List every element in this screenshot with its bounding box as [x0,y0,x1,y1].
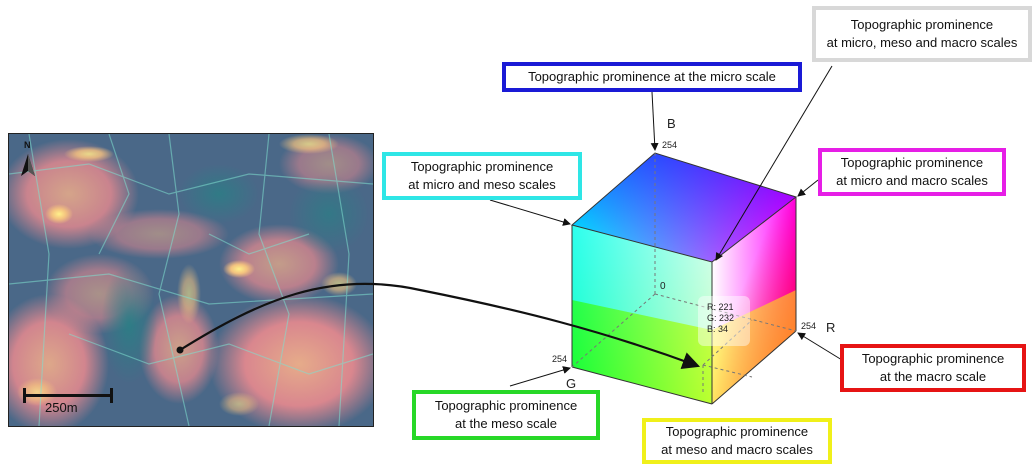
sample-g: G: 232 [707,313,735,323]
scale-bar [23,388,113,403]
north-arrow: N [19,140,37,180]
label-macro: Topographic prominence at the macro scal… [840,344,1026,392]
label-micro-macro: Topographic prominence at micro and macr… [818,148,1006,196]
arrow-micro-meso-macro [715,65,833,261]
arrow-micro [650,91,659,151]
axis-label-g: G [566,376,577,391]
cube-hidden-edges [571,153,797,392]
sample-r: R: 221 [707,302,734,312]
relief-map-graphic [0,133,389,434]
label-micro-meso: Topographic prominence at micro and meso… [382,152,582,200]
axis-label-b: B [667,116,676,131]
label-meso-macro: Topographic prominence at meso and macro… [642,418,832,464]
arrow-micro-macro [797,179,819,197]
cube-edges [570,152,798,405]
cube-right-face [712,197,796,404]
sample-readout-box [698,296,750,346]
label-micro: Topographic prominence at the micro scal… [502,62,802,92]
arrow-macro [797,332,843,361]
north-label: N [24,140,31,150]
label-micro-meso-macro: Topographic prominence at micro, meso an… [812,6,1032,62]
label-meso: Topographic prominence at the meso scale [412,390,600,440]
north-arrow-icon [21,154,35,176]
map-sample-point [176,346,184,354]
sample-readout: R: 221 G: 232 B: 34 [707,302,734,335]
arrow-micro-meso [489,199,571,226]
map-to-cube-arrow [179,282,701,369]
axis-label-r: R [826,320,836,335]
relief-map-image: N 250m [0,133,389,434]
tick-g-max: 254 [552,354,568,364]
tick-origin: 0 [660,281,666,292]
tick-r-max: 254 [801,321,817,331]
sample-b: B: 34 [707,324,729,334]
scale-bar-label: 250m [45,400,78,415]
arrow-meso [509,366,571,387]
tick-b-max: 254 [662,140,678,150]
cube-top-face [572,153,796,262]
